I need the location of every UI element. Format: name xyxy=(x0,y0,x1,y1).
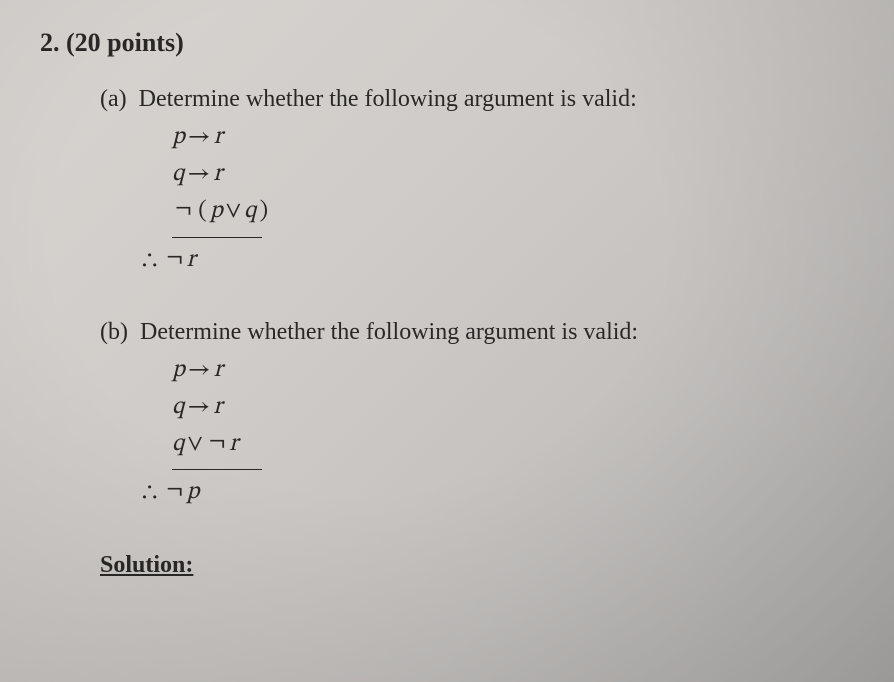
solution-heading: Solution: xyxy=(100,552,854,579)
therefore-symbol: ∴ xyxy=(142,248,163,272)
part-b: (b) Determine whether the following argu… xyxy=(100,319,854,512)
page-content: 2. (20 points) (a) Determine whether the… xyxy=(0,0,894,579)
var-r: r xyxy=(214,358,223,382)
premise-b-1: p→r xyxy=(172,352,854,389)
var-p: p xyxy=(172,358,185,382)
part-a-label: (a) xyxy=(100,86,127,112)
op-not: ¬ xyxy=(172,199,195,223)
therefore-symbol: ∴ xyxy=(142,480,163,504)
spacer xyxy=(40,293,854,319)
part-a-argument: p→r q→r ¬(p∨q) ∴¬r xyxy=(172,119,854,279)
var-r: r xyxy=(187,248,196,272)
part-b-label: (b) xyxy=(100,319,128,345)
premise-b-3: q∨¬r xyxy=(172,426,854,463)
var-p: p xyxy=(187,480,200,504)
var-r: r xyxy=(213,395,222,419)
op-implies: → xyxy=(185,125,214,149)
conclusion-a: ∴¬r xyxy=(142,242,854,279)
paren-open: ( xyxy=(195,199,210,223)
var-q: q xyxy=(172,395,185,419)
var-r: r xyxy=(213,162,222,186)
inference-rule-line xyxy=(172,237,262,238)
var-r: r xyxy=(214,125,223,149)
question-points: (20 points) xyxy=(66,28,184,57)
op-implies: → xyxy=(185,162,214,186)
inference-rule-line xyxy=(172,469,262,470)
conclusion-b: ∴¬p xyxy=(142,474,854,511)
premise-a-2: q→r xyxy=(172,156,854,193)
var-q: q xyxy=(244,199,257,223)
part-b-argument: p→r q→r q∨¬r ∴¬p xyxy=(172,352,854,512)
op-not: ¬ xyxy=(206,432,229,456)
var-q: q xyxy=(172,432,185,456)
part-a: (a) Determine whether the following argu… xyxy=(100,86,854,279)
part-a-prompt: Determine whether the following argument… xyxy=(139,86,637,112)
part-a-header: (a) Determine whether the following argu… xyxy=(100,86,854,113)
premise-a-1: p→r xyxy=(172,119,854,156)
var-r: r xyxy=(229,432,238,456)
op-implies: → xyxy=(185,358,214,382)
op-not: ¬ xyxy=(163,248,186,272)
question-number: 2. xyxy=(40,28,60,57)
premise-a-3: ¬(p∨q) xyxy=(172,193,854,230)
op-or: ∨ xyxy=(185,432,206,456)
op-not: ¬ xyxy=(163,480,186,504)
part-b-header: (b) Determine whether the following argu… xyxy=(100,319,854,346)
part-b-prompt: Determine whether the following argument… xyxy=(140,319,638,345)
var-p: p xyxy=(172,125,185,149)
op-implies: → xyxy=(185,395,214,419)
op-or: ∨ xyxy=(223,199,244,223)
var-q: q xyxy=(172,162,185,186)
premise-b-2: q→r xyxy=(172,389,854,426)
paren-close: ) xyxy=(257,199,272,223)
question-header: 2. (20 points) xyxy=(40,28,854,58)
var-p: p xyxy=(210,199,223,223)
